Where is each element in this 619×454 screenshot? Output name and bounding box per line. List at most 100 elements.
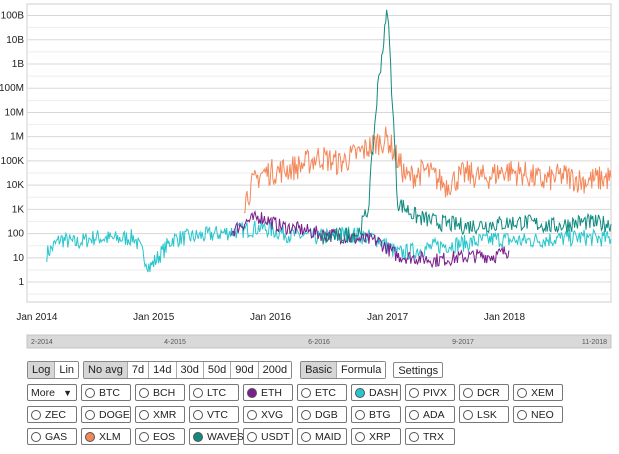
coin-label: LSK <box>477 408 497 421</box>
avg-50d-button[interactable]: 50d <box>202 362 231 378</box>
radio-dot-icon <box>85 387 95 398</box>
log-button[interactable]: Log <box>28 362 55 378</box>
coin-label: MAID <box>315 430 342 443</box>
average-group: No avg 7d 14d 30d 50d 90d 200d <box>83 361 293 379</box>
coin-toggle-gas[interactable]: GAS <box>27 428 77 445</box>
radio-dot-icon <box>139 431 149 442</box>
avg-90d-button[interactable]: 90d <box>230 362 258 378</box>
avg-14d-button[interactable]: 14d <box>148 362 176 378</box>
basic-button[interactable]: Basic <box>301 362 336 378</box>
coin-toggle-ada[interactable]: ADA <box>405 406 455 423</box>
coin-toggle-xvg[interactable]: XVG <box>243 406 293 423</box>
coin-label: ADA <box>423 408 445 421</box>
radio-dot-icon <box>85 431 95 442</box>
no-avg-button[interactable]: No avg <box>84 362 127 378</box>
y-tick-label: 1B <box>12 59 25 70</box>
chevron-down-icon: ▼ <box>63 387 72 398</box>
navigator-label: 4-2015 <box>164 339 186 346</box>
series-line-eth <box>231 209 510 269</box>
chart-svg: 100B 10B 1B 100M 10M 1M 100K 10K 1K 100 10 1 Jan 201… <box>0 3 612 349</box>
coin-toggle-pivx[interactable]: PIVX <box>405 384 455 401</box>
x-tick-label: Jan 2016 <box>250 312 292 323</box>
y-tick-label: 100B <box>1 11 25 22</box>
radio-dot-icon <box>139 387 149 398</box>
coin-label: XRP <box>369 430 391 443</box>
coin-toggle-waves[interactable]: WAVES <box>189 428 244 445</box>
y-tick-label: 10M <box>5 107 24 118</box>
radio-dot-icon <box>31 431 41 442</box>
radio-dot-icon <box>409 409 419 420</box>
y-tick-label: 10K <box>6 180 24 191</box>
radio-dot-icon <box>31 409 41 420</box>
coin-toggle-btc[interactable]: BTC <box>81 384 131 401</box>
coin-label: PIVX <box>423 386 447 399</box>
coin-toggle-maid[interactable]: MAID <box>297 428 347 445</box>
coin-label: TRX <box>423 430 444 443</box>
coin-toggle-xmr[interactable]: XMR <box>135 406 185 423</box>
radio-dot-icon <box>247 409 257 420</box>
coin-toggle-bch[interactable]: BCH <box>135 384 185 401</box>
coin-toggle-etc[interactable]: ETC <box>297 384 347 401</box>
coin-toggle-zec[interactable]: ZEC <box>27 406 77 423</box>
radio-dot-icon <box>193 409 203 420</box>
x-tick-label: Jan 2018 <box>484 312 526 323</box>
coin-label: XLM <box>99 430 121 443</box>
series-line-xlm <box>243 126 612 214</box>
y-tick-label: 10B <box>6 35 24 46</box>
lin-button[interactable]: Lin <box>54 362 79 378</box>
coin-toggle-xlm[interactable]: XLM <box>81 428 131 445</box>
coin-label: DASH <box>369 386 399 399</box>
coin-toggle-dcr[interactable]: DCR <box>459 384 509 401</box>
more-label: More <box>31 386 55 399</box>
coin-toggle-dash[interactable]: DASH <box>351 384 401 401</box>
coin-label: XVG <box>261 408 284 421</box>
coin-label: EOS <box>153 430 176 443</box>
coin-toggle-ltc[interactable]: LTC <box>189 384 239 401</box>
y-tick-label: 100 <box>7 229 24 240</box>
navigator-bar <box>26 334 612 349</box>
controls-row: Log Lin No avg 7d 14d 30d 50d 90d 200d B… <box>27 361 444 379</box>
coin-toggle-xrp[interactable]: XRP <box>351 428 401 445</box>
coin-label: WAVES <box>207 430 244 443</box>
mode-group: Basic Formula <box>300 361 387 379</box>
coin-toggle-usdt[interactable]: USDT <box>243 428 293 445</box>
navigator-label: 11-2018 <box>582 339 607 346</box>
radio-dot-icon <box>355 387 365 398</box>
radio-dot-icon <box>193 387 203 398</box>
coin-label: ZEC <box>45 408 66 421</box>
radio-dot-icon <box>247 387 257 398</box>
coin-label: ETC <box>315 386 336 399</box>
radio-dot-icon <box>463 387 473 398</box>
coin-toggle-vtc[interactable]: VTC <box>189 406 239 423</box>
radio-dot-icon <box>517 409 527 420</box>
more-dropdown[interactable]: More ▼ <box>27 384 77 401</box>
coin-label: BTG <box>369 408 391 421</box>
coin-toggle-doge[interactable]: DOGE <box>81 406 131 423</box>
avg-200d-button[interactable]: 200d <box>257 362 292 378</box>
radio-dot-icon <box>409 431 419 442</box>
coin-toggle-btg[interactable]: BTG <box>351 406 401 423</box>
coin-toggle-eth[interactable]: ETH <box>243 384 293 401</box>
coin-label: BTC <box>99 386 120 399</box>
coin-row: ZEC DOGE XMR VTC XVG DGB BTG ADA LSK NEO <box>27 406 567 423</box>
radio-dot-icon <box>247 431 257 442</box>
coin-row: More ▼ BTC BCH LTC ETH ETC DASH PIVX DCR XEM <box>27 384 567 401</box>
y-tick-label: 1M <box>10 132 24 143</box>
coin-toggle-neo[interactable]: NEO <box>513 406 563 423</box>
radio-dot-icon <box>139 409 149 420</box>
coin-label: XMR <box>153 408 177 421</box>
coin-toggle-eos[interactable]: EOS <box>135 428 185 445</box>
y-tick-label: 1 <box>18 277 24 288</box>
settings-button[interactable]: Settings <box>393 362 444 378</box>
y-tick-label: 100K <box>1 156 25 167</box>
price-chart[interactable]: 100B 10B 1B 100M 10M 1M 100K 10K 1K 100 10 1 Jan 201… <box>0 0 619 349</box>
formula-button[interactable]: Formula <box>335 362 386 378</box>
avg-7d-button[interactable]: 7d <box>126 362 149 378</box>
avg-30d-button[interactable]: 30d <box>175 362 203 378</box>
coin-toggle-lsk[interactable]: LSK <box>459 406 509 423</box>
coin-toggle-xem[interactable]: XEM <box>513 384 563 401</box>
coin-row: GAS XLM EOS WAVES USDT MAID XRP TRX <box>27 428 459 445</box>
coin-toggle-dgb[interactable]: DGB <box>297 406 347 423</box>
coin-label: VTC <box>207 408 228 421</box>
coin-toggle-trx[interactable]: TRX <box>405 428 455 445</box>
